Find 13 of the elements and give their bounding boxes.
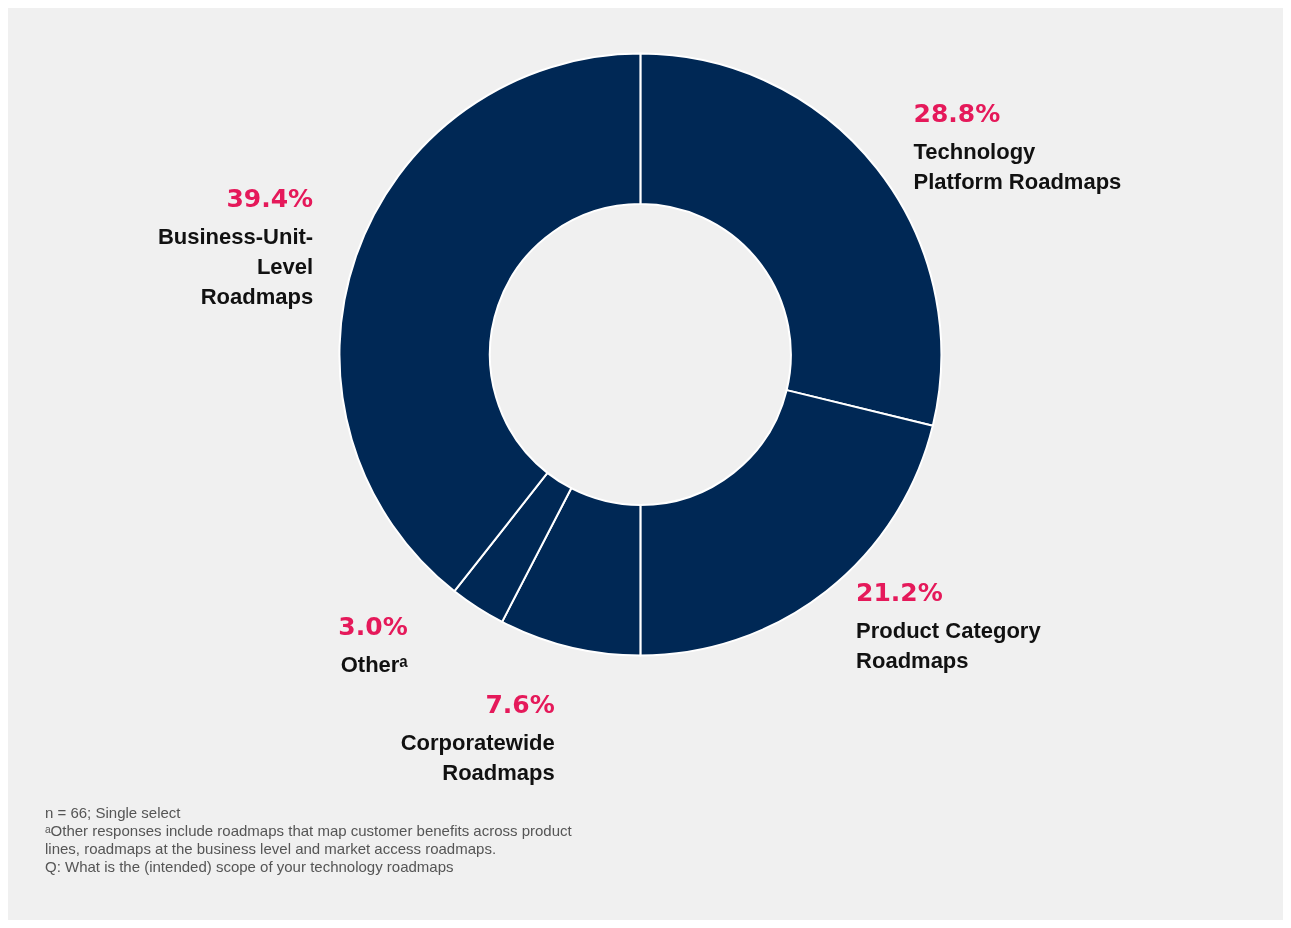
data-label: 7.6% xyxy=(485,689,555,719)
slice-label: Business-Unit-Level Roadmaps xyxy=(157,223,314,309)
data-label: 21.2% xyxy=(856,578,943,608)
data-label: 3.0% xyxy=(338,611,408,641)
slice-label: Technology Platform Roadmaps xyxy=(913,139,1122,195)
text: n = 66; Single select xyxy=(45,803,182,821)
data-label: 39.4% xyxy=(226,183,314,213)
data-label: 28.8% xyxy=(913,99,1001,129)
text: Q: What is the (intended) scope of your technology roadmaps xyxy=(45,857,454,875)
slice-label: Otherᵃ xyxy=(340,651,409,677)
slice-label: Corporatewide Roadmaps xyxy=(400,729,555,785)
text: ᵃOther responses include roadmaps that map customer benefits across product lines, roadmaps at the business level and market access roadmaps. xyxy=(45,821,573,857)
slice-label: Product Category Roadmaps xyxy=(856,618,1042,674)
